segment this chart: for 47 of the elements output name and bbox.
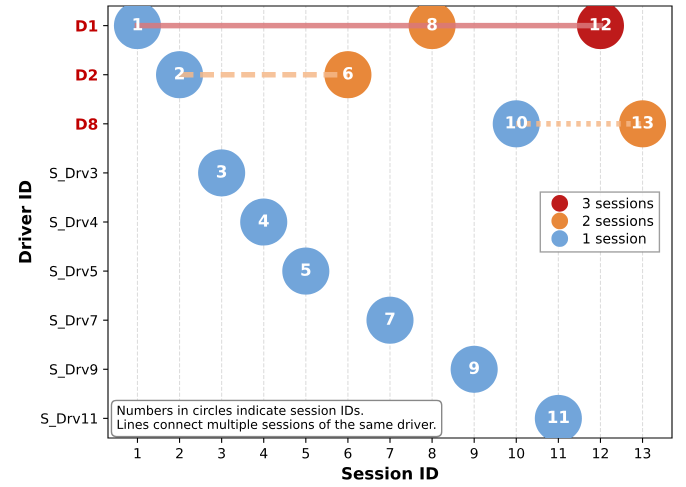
data-label: 10 <box>506 116 528 129</box>
data-label: 6 <box>343 66 353 80</box>
x-tick-label: 8 <box>428 448 436 458</box>
data-label: 13 <box>632 116 653 129</box>
y-tick-label: D8 <box>76 118 98 130</box>
data-label: 8 <box>427 18 437 30</box>
legend-label: 2 sessions <box>582 215 654 226</box>
x-tick-label: 12 <box>593 448 608 458</box>
y-tick-label: S_Drv7 <box>50 315 98 329</box>
data-label: 12 <box>590 18 611 30</box>
y-tick-label: D2 <box>76 69 97 81</box>
x-tick-label: 13 <box>635 448 650 458</box>
point <box>282 248 330 295</box>
data-label: 7 <box>385 312 394 325</box>
data-label: 9 <box>469 362 479 374</box>
point <box>156 51 204 98</box>
x-tick-label: 6 <box>344 448 352 458</box>
data-label: 11 <box>548 410 569 423</box>
x-tick-label: 4 <box>260 448 268 458</box>
data-label: 4 <box>258 214 269 227</box>
y-tick-label: S_Drv11 <box>41 413 97 427</box>
legend-label: 1 session <box>583 232 646 244</box>
y-tick-label: D1 <box>76 20 98 32</box>
y-axis-title: Driver ID <box>18 180 32 262</box>
y-tick-label: S_Drv4 <box>50 216 98 230</box>
point <box>198 149 246 196</box>
legend-label: 3 sessions <box>583 198 654 208</box>
point <box>240 198 288 246</box>
x-tick-label: 11 <box>551 448 566 458</box>
point <box>366 296 414 344</box>
x-tick-label: 5 <box>302 448 310 458</box>
data-label: 5 <box>301 264 310 276</box>
data-label: 2 <box>175 66 184 80</box>
x-tick-label: 7 <box>386 448 394 458</box>
point <box>324 51 372 98</box>
y-tick-label: S_Drv9 <box>50 364 98 378</box>
annotation: Numbers in circles indicate session IDs. Lines connect multiple sessions of the same driver. <box>118 405 436 432</box>
y-tick-label: S_Drv3 <box>50 168 98 182</box>
point <box>450 346 498 393</box>
x-tick-label: 3 <box>218 448 225 458</box>
x-axis-title: Session ID <box>342 466 438 480</box>
y-tick-label: S_Drv5 <box>50 266 98 280</box>
x-tick-label: 2 <box>176 448 183 458</box>
data-label: 3 <box>216 165 226 178</box>
x-tick-label: 9 <box>470 448 478 458</box>
x-tick-label: 1 <box>134 448 141 458</box>
x-tick-label: 10 <box>508 448 524 458</box>
